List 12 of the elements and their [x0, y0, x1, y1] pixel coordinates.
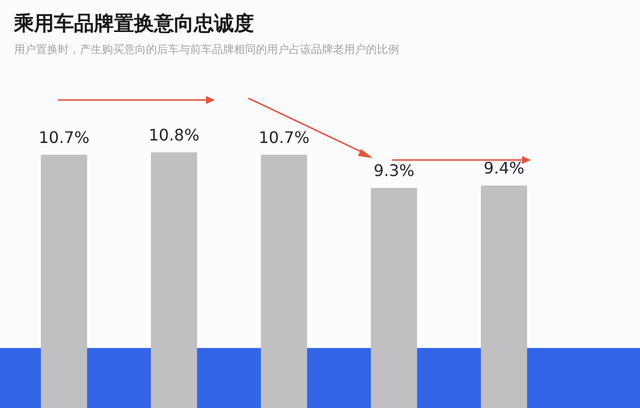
chart-title: 乘用车品牌置换意向忠诚度	[14, 10, 254, 37]
data-label: 9.3%	[374, 161, 414, 180]
bar	[150, 152, 198, 408]
data-label: 10.7%	[38, 128, 90, 147]
data-label: 9.4%	[484, 158, 524, 178]
bar	[260, 154, 308, 408]
data-label: 10.7%	[258, 128, 310, 147]
bar	[480, 186, 528, 408]
bar	[40, 154, 88, 408]
chart-subtitle: 用户置换时，产生购买意向的后车与前车品牌相同的用户占该品牌老用户的比例	[14, 42, 399, 57]
data-label: 10.8%	[148, 126, 200, 145]
bar	[370, 188, 418, 408]
